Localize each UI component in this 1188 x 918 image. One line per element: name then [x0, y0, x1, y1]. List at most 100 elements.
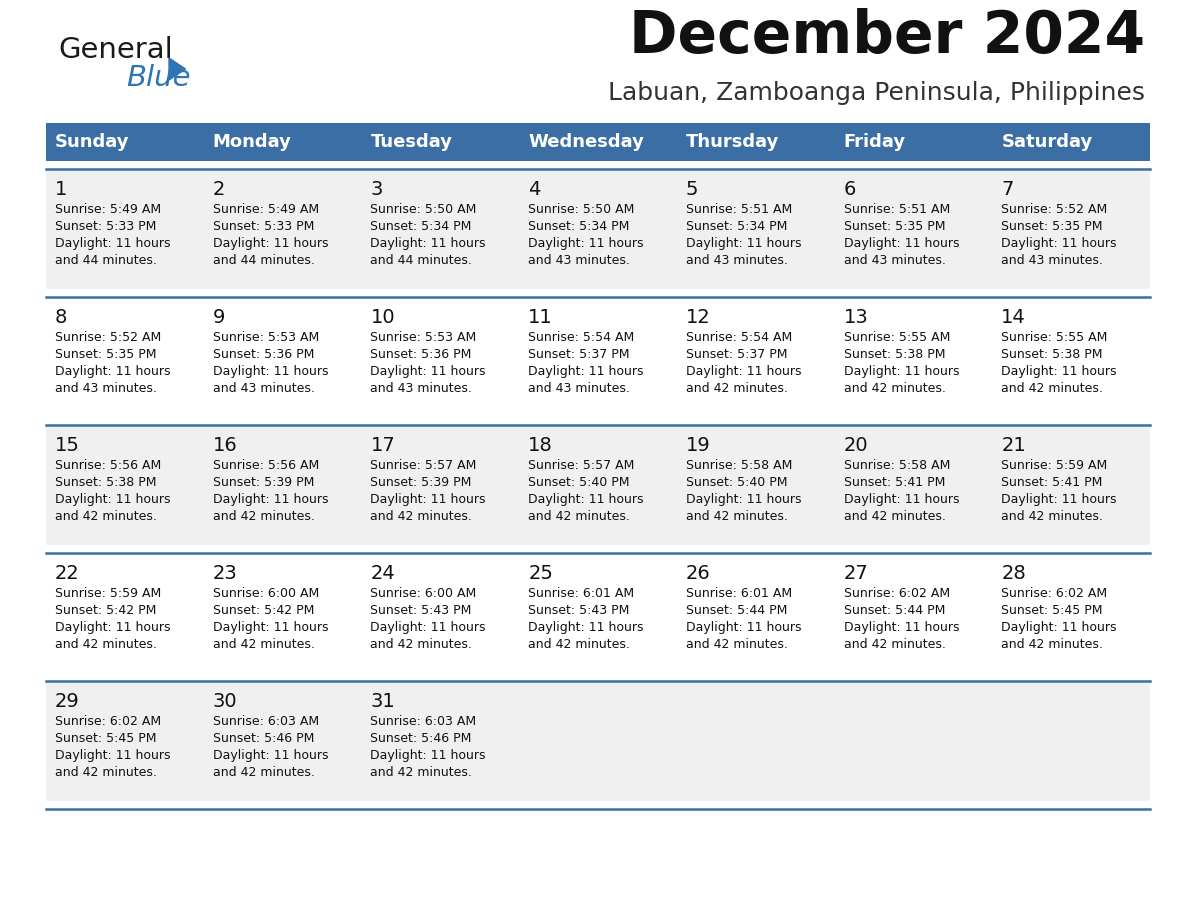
- Text: and 43 minutes.: and 43 minutes.: [213, 382, 315, 395]
- Text: and 42 minutes.: and 42 minutes.: [685, 510, 788, 523]
- Text: Sunrise: 6:02 AM: Sunrise: 6:02 AM: [55, 715, 162, 728]
- Text: Sunrise: 6:02 AM: Sunrise: 6:02 AM: [1001, 587, 1107, 600]
- Text: 20: 20: [843, 436, 868, 455]
- Text: Sunrise: 5:53 AM: Sunrise: 5:53 AM: [371, 331, 476, 344]
- Bar: [46, 297, 1150, 417]
- Polygon shape: [169, 58, 185, 80]
- Text: 19: 19: [685, 436, 710, 455]
- Text: December 2024: December 2024: [628, 8, 1145, 65]
- Text: and 42 minutes.: and 42 minutes.: [213, 638, 315, 651]
- Text: Daylight: 11 hours: Daylight: 11 hours: [213, 493, 328, 506]
- Text: Daylight: 11 hours: Daylight: 11 hours: [529, 237, 644, 250]
- Text: 1: 1: [55, 180, 68, 199]
- Text: Daylight: 11 hours: Daylight: 11 hours: [55, 365, 171, 378]
- Text: and 42 minutes.: and 42 minutes.: [213, 766, 315, 779]
- Text: 7: 7: [1001, 180, 1013, 199]
- Text: and 42 minutes.: and 42 minutes.: [371, 638, 473, 651]
- Text: Sunset: 5:38 PM: Sunset: 5:38 PM: [1001, 348, 1102, 361]
- Text: Daylight: 11 hours: Daylight: 11 hours: [213, 749, 328, 762]
- Text: Sunset: 5:34 PM: Sunset: 5:34 PM: [529, 220, 630, 233]
- Text: Sunset: 5:40 PM: Sunset: 5:40 PM: [529, 476, 630, 489]
- Text: Daylight: 11 hours: Daylight: 11 hours: [371, 621, 486, 634]
- Text: Sunrise: 5:52 AM: Sunrise: 5:52 AM: [55, 331, 162, 344]
- Text: 18: 18: [529, 436, 552, 455]
- Text: Daylight: 11 hours: Daylight: 11 hours: [55, 749, 171, 762]
- Text: Daylight: 11 hours: Daylight: 11 hours: [1001, 493, 1117, 506]
- Text: Sunrise: 6:00 AM: Sunrise: 6:00 AM: [213, 587, 318, 600]
- Text: and 42 minutes.: and 42 minutes.: [1001, 382, 1104, 395]
- Text: Sunrise: 5:55 AM: Sunrise: 5:55 AM: [1001, 331, 1107, 344]
- Text: Tuesday: Tuesday: [371, 133, 453, 151]
- Text: Sunset: 5:35 PM: Sunset: 5:35 PM: [1001, 220, 1102, 233]
- Text: and 42 minutes.: and 42 minutes.: [843, 638, 946, 651]
- Text: Sunset: 5:35 PM: Sunset: 5:35 PM: [55, 348, 157, 361]
- Bar: [46, 681, 1150, 801]
- Text: 6: 6: [843, 180, 855, 199]
- Text: Daylight: 11 hours: Daylight: 11 hours: [843, 621, 959, 634]
- Text: Daylight: 11 hours: Daylight: 11 hours: [685, 621, 802, 634]
- Text: Sunset: 5:37 PM: Sunset: 5:37 PM: [685, 348, 788, 361]
- Text: Sunrise: 5:50 AM: Sunrise: 5:50 AM: [371, 203, 476, 216]
- Text: and 42 minutes.: and 42 minutes.: [685, 382, 788, 395]
- Text: Sunset: 5:36 PM: Sunset: 5:36 PM: [371, 348, 472, 361]
- Text: Daylight: 11 hours: Daylight: 11 hours: [213, 621, 328, 634]
- Text: Sunrise: 5:56 AM: Sunrise: 5:56 AM: [213, 459, 318, 472]
- Text: Sunset: 5:33 PM: Sunset: 5:33 PM: [213, 220, 314, 233]
- Text: 14: 14: [1001, 308, 1026, 327]
- Text: Sunset: 5:43 PM: Sunset: 5:43 PM: [371, 604, 472, 617]
- Text: Wednesday: Wednesday: [529, 133, 644, 151]
- Text: and 43 minutes.: and 43 minutes.: [529, 254, 630, 267]
- Text: Sunset: 5:36 PM: Sunset: 5:36 PM: [213, 348, 314, 361]
- Text: Sunrise: 5:58 AM: Sunrise: 5:58 AM: [685, 459, 792, 472]
- Text: Daylight: 11 hours: Daylight: 11 hours: [213, 237, 328, 250]
- Text: Daylight: 11 hours: Daylight: 11 hours: [529, 365, 644, 378]
- Text: Sunrise: 6:00 AM: Sunrise: 6:00 AM: [371, 587, 476, 600]
- Text: 23: 23: [213, 564, 238, 583]
- Text: 11: 11: [529, 308, 552, 327]
- Text: Sunrise: 5:59 AM: Sunrise: 5:59 AM: [55, 587, 162, 600]
- Text: and 42 minutes.: and 42 minutes.: [1001, 510, 1104, 523]
- Text: and 42 minutes.: and 42 minutes.: [55, 638, 157, 651]
- Text: Sunset: 5:45 PM: Sunset: 5:45 PM: [55, 732, 157, 745]
- Text: Sunrise: 5:55 AM: Sunrise: 5:55 AM: [843, 331, 950, 344]
- Text: and 43 minutes.: and 43 minutes.: [1001, 254, 1104, 267]
- Text: and 42 minutes.: and 42 minutes.: [529, 638, 630, 651]
- Text: Sunrise: 5:56 AM: Sunrise: 5:56 AM: [55, 459, 162, 472]
- Text: Daylight: 11 hours: Daylight: 11 hours: [685, 365, 802, 378]
- Text: Sunset: 5:46 PM: Sunset: 5:46 PM: [371, 732, 472, 745]
- Text: Sunset: 5:42 PM: Sunset: 5:42 PM: [213, 604, 314, 617]
- Text: 17: 17: [371, 436, 396, 455]
- Text: 4: 4: [529, 180, 541, 199]
- Text: Daylight: 11 hours: Daylight: 11 hours: [213, 365, 328, 378]
- Text: Sunrise: 5:57 AM: Sunrise: 5:57 AM: [529, 459, 634, 472]
- Text: Sunset: 5:41 PM: Sunset: 5:41 PM: [1001, 476, 1102, 489]
- Text: Monday: Monday: [213, 133, 291, 151]
- Text: 22: 22: [55, 564, 80, 583]
- Text: 12: 12: [685, 308, 710, 327]
- Bar: [46, 425, 1150, 545]
- Text: Sunset: 5:34 PM: Sunset: 5:34 PM: [371, 220, 472, 233]
- Text: and 43 minutes.: and 43 minutes.: [529, 382, 630, 395]
- Text: Sunset: 5:33 PM: Sunset: 5:33 PM: [55, 220, 157, 233]
- Text: Daylight: 11 hours: Daylight: 11 hours: [843, 237, 959, 250]
- Bar: [46, 553, 1150, 673]
- Text: Daylight: 11 hours: Daylight: 11 hours: [529, 621, 644, 634]
- Text: 29: 29: [55, 692, 80, 711]
- Text: and 42 minutes.: and 42 minutes.: [685, 638, 788, 651]
- Text: Labuan, Zamboanga Peninsula, Philippines: Labuan, Zamboanga Peninsula, Philippines: [608, 81, 1145, 105]
- Text: Sunset: 5:39 PM: Sunset: 5:39 PM: [213, 476, 314, 489]
- Text: and 42 minutes.: and 42 minutes.: [371, 766, 473, 779]
- Text: 31: 31: [371, 692, 396, 711]
- Text: Daylight: 11 hours: Daylight: 11 hours: [529, 493, 644, 506]
- Text: Sunset: 5:43 PM: Sunset: 5:43 PM: [529, 604, 630, 617]
- Text: Sunrise: 5:49 AM: Sunrise: 5:49 AM: [213, 203, 318, 216]
- Text: Sunset: 5:35 PM: Sunset: 5:35 PM: [843, 220, 946, 233]
- Text: and 44 minutes.: and 44 minutes.: [371, 254, 473, 267]
- Text: Sunrise: 5:49 AM: Sunrise: 5:49 AM: [55, 203, 162, 216]
- Text: Sunset: 5:44 PM: Sunset: 5:44 PM: [685, 604, 788, 617]
- Text: Sunrise: 5:54 AM: Sunrise: 5:54 AM: [685, 331, 792, 344]
- Text: Sunrise: 6:02 AM: Sunrise: 6:02 AM: [843, 587, 949, 600]
- Text: Daylight: 11 hours: Daylight: 11 hours: [55, 621, 171, 634]
- Text: Daylight: 11 hours: Daylight: 11 hours: [371, 365, 486, 378]
- Text: Daylight: 11 hours: Daylight: 11 hours: [371, 493, 486, 506]
